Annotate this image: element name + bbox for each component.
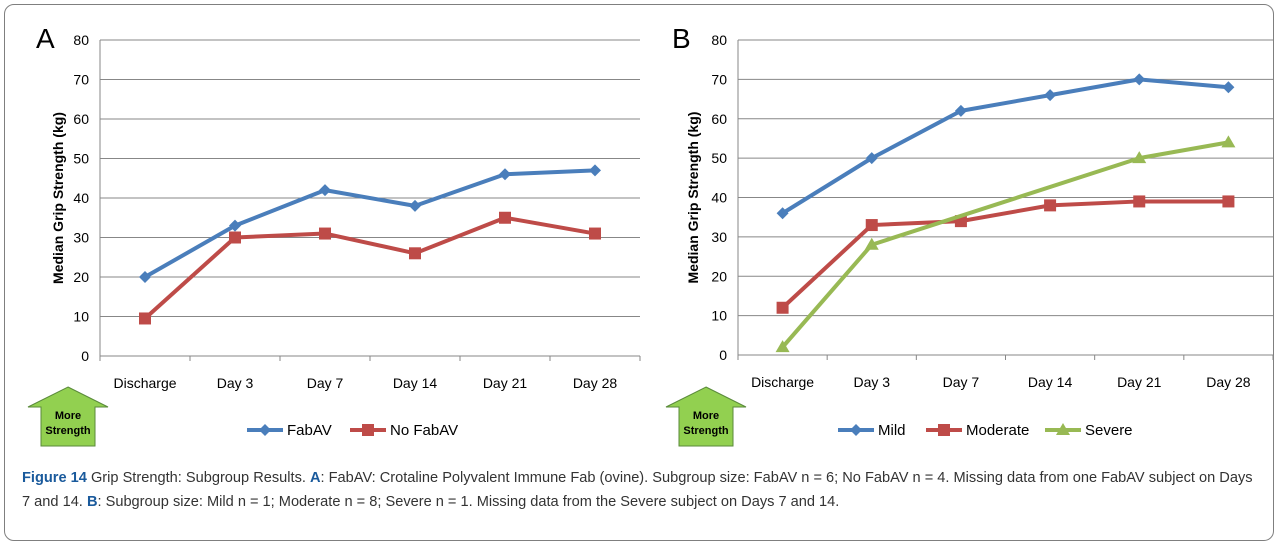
panel-b-series-line-severe — [781, 140, 1229, 349]
figure-caption: Figure 14 Grip Strength: Subgroup Result… — [22, 466, 1262, 514]
panel-a-y-tick-label: 80 — [73, 32, 89, 48]
panel-a-data-point — [589, 164, 601, 177]
caption-label: Figure 14 — [22, 470, 87, 486]
panel-b-more-strength-arrow — [665, 386, 747, 447]
panel-a-legend-label: FabAV — [287, 422, 332, 439]
panel-a-data-point — [139, 271, 151, 283]
panel-b-data-point — [1222, 195, 1235, 208]
panel-a-y-tick-label: 70 — [73, 72, 89, 88]
caption-title: Grip Strength: Subgroup Results. — [90, 470, 306, 486]
panel-a-x-tick-label: Day 21 — [483, 375, 528, 391]
panel-a-data-point — [409, 199, 421, 212]
panel-b-y-tick-label: 80 — [711, 32, 727, 48]
panel-b-data-point — [1222, 81, 1235, 94]
panel-a-x-tick-label: Day 3 — [217, 375, 254, 391]
panel-b-data-point — [864, 237, 879, 250]
panel-a-data-point — [409, 247, 421, 260]
panel-a-data-point — [589, 227, 601, 240]
panel-b-series-line-moderate — [781, 199, 1229, 310]
panel-a-series-line-fabav — [144, 168, 596, 279]
panel-b-y-tick-label: 10 — [711, 308, 727, 324]
panel-a-x-tick-label: Day 14 — [393, 375, 438, 391]
panel-a-x-tick-label: Day 7 — [307, 375, 344, 391]
panel-a-y-tick-label: 50 — [73, 151, 89, 167]
panel-a-legend-marker — [259, 424, 271, 436]
panel-a-letter: A — [36, 23, 55, 54]
panel-b-data-point — [1132, 151, 1147, 164]
panel-b-y-tick-label: 30 — [711, 229, 727, 245]
panel-a-data-point — [319, 227, 331, 240]
panel-a-data-point — [229, 231, 241, 244]
panel-b-y-axis-label: Median Grip Strength (kg) — [685, 112, 701, 284]
caption-panel-b: B — [86, 494, 98, 510]
panel-b-y-tick-label: 20 — [711, 268, 727, 284]
panel-b-y-tick-label: 40 — [711, 190, 727, 206]
panel-b-data-point — [776, 301, 789, 314]
panel-b-data-point — [776, 207, 789, 220]
panel-b-arrow-label-strength: Strength — [683, 425, 729, 437]
panel-a-x-tick-label: Discharge — [113, 375, 176, 391]
caption-text-a: : FabAV: Crotaline Polyvalent Immune Fab… — [22, 470, 1253, 510]
panel-a-data-point — [499, 211, 511, 224]
panel-b-data-point — [1221, 135, 1236, 148]
panel-b-data-point — [865, 152, 878, 165]
panel-b-series-line-mild — [781, 77, 1229, 215]
caption-text-b: : Subgroup size: Mild n = 1; Moderate n … — [97, 494, 840, 510]
panel-a-data-point — [139, 312, 151, 325]
panel-a-y-tick-label: 0 — [81, 348, 89, 364]
panel-b-arrow-label-more: More — [693, 410, 719, 422]
panel-a-x-tick-label: Day 28 — [573, 375, 618, 391]
panel-b-x-tick-label: Day 21 — [1117, 374, 1162, 390]
panel-b-data-point — [865, 219, 878, 232]
panel-a-data-point — [229, 219, 241, 232]
panel-a-arrow-label-strength: Strength — [45, 425, 91, 437]
panel-b-legend-label: Severe — [1085, 422, 1133, 439]
panel-b-y-tick-label: 50 — [711, 150, 727, 166]
panel-a-arrow-label-more: More — [55, 410, 81, 422]
panel-b-data-point — [1133, 195, 1146, 208]
panel-a-y-tick-label: 10 — [73, 309, 89, 325]
caption-panel-a: A — [309, 470, 321, 486]
panel-b-x-tick-label: Day 14 — [1028, 374, 1073, 390]
panel-a-legend-label: No FabAV — [390, 422, 458, 439]
panel-b-legend-marker — [1056, 423, 1070, 435]
panel-a-data-point — [499, 168, 511, 181]
panel-b-data-point — [1044, 199, 1057, 212]
panel-b-legend-label: Moderate — [966, 422, 1029, 439]
panel-b-x-tick-label: Discharge — [751, 374, 814, 390]
panel-a-series-line-no-fabav — [143, 215, 596, 320]
panel-a-y-tick-label: 20 — [73, 269, 89, 285]
panel-a-y-tick-label: 60 — [73, 111, 89, 127]
panel-a-y-tick-label: 30 — [73, 230, 89, 246]
panel-b-x-tick-label: Day 28 — [1206, 374, 1251, 390]
panel-a-y-tick-label: 40 — [73, 190, 89, 206]
panel-b-legend-marker — [850, 424, 862, 436]
panel-b-data-point — [1044, 89, 1057, 102]
panel-b-legend-marker — [938, 424, 950, 436]
panel-a-y-axis-label: Median Grip Strength (kg) — [50, 112, 66, 284]
panel-a-data-point — [319, 184, 331, 197]
panel-b-letter: B — [672, 23, 691, 54]
panel-b-data-point — [954, 104, 967, 117]
panel-b-data-point — [775, 340, 790, 353]
panel-b-y-tick-label: 70 — [711, 71, 727, 87]
panel-b-x-tick-label: Day 7 — [943, 374, 980, 390]
panel-a-legend-marker — [362, 424, 374, 436]
panel-b-y-tick-label: 0 — [719, 347, 727, 363]
panel-b-y-tick-label: 60 — [711, 111, 727, 127]
panel-a-more-strength-arrow — [27, 386, 109, 447]
panel-b-legend-label: Mild — [878, 422, 906, 439]
panel-b-data-point — [1133, 73, 1146, 86]
panel-b-x-tick-label: Day 3 — [853, 374, 890, 390]
